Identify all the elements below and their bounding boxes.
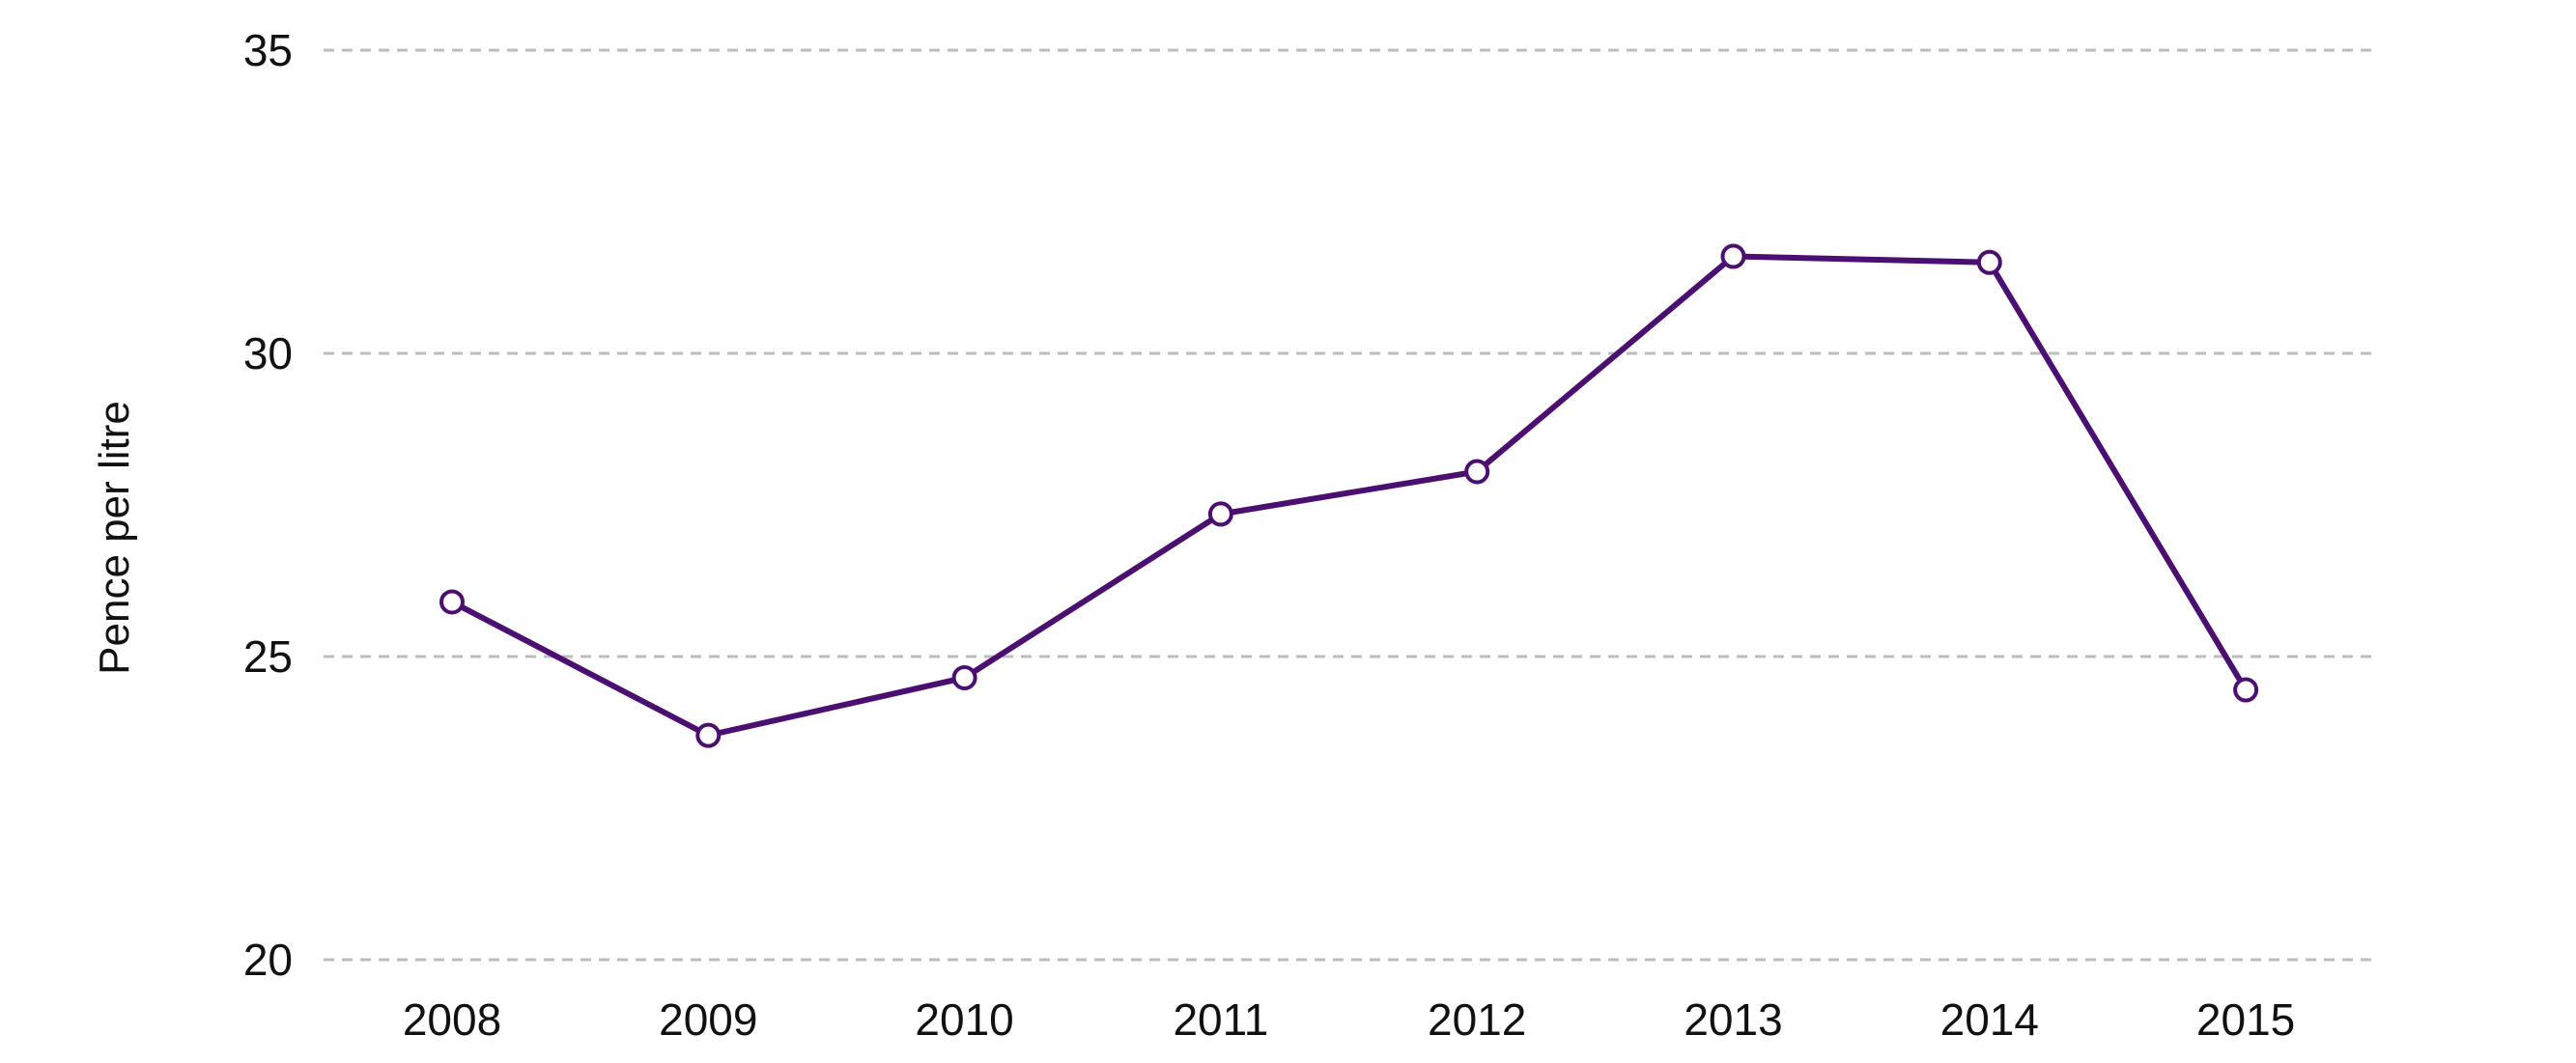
- data-point: [1976, 249, 2002, 275]
- y-axis-ticks: 20 25 30 35: [243, 25, 293, 985]
- x-tick-label: 2012: [1428, 994, 1526, 1045]
- data-point: [951, 664, 977, 690]
- x-axis-ticks: 2008 2009 2010 2011 2012 2013 2014 2015: [403, 994, 2295, 1045]
- x-tick-label: 2014: [1940, 994, 2039, 1045]
- y-tick-label: 25: [243, 631, 293, 682]
- data-point: [695, 722, 722, 748]
- x-tick-label: 2015: [2196, 994, 2295, 1045]
- data-series: [449, 253, 2250, 739]
- data-point: [1207, 501, 1233, 527]
- data-point: [1464, 459, 1490, 485]
- y-tick-label: 35: [243, 25, 293, 75]
- gridlines: [324, 48, 2371, 962]
- series-line: [449, 253, 2250, 739]
- y-tick-label: 20: [243, 935, 293, 985]
- x-tick-label: 2009: [659, 994, 757, 1045]
- x-tick-label: 2008: [403, 994, 501, 1045]
- x-tick-label: 2010: [915, 994, 1013, 1045]
- data-point: [439, 589, 465, 615]
- x-tick-label: 2011: [1173, 994, 1268, 1045]
- y-axis-title: Pence per litre: [91, 401, 138, 675]
- data-point: [2233, 677, 2259, 703]
- data-point: [1720, 243, 1746, 269]
- x-tick-label: 2013: [1684, 994, 1782, 1045]
- y-tick-label: 30: [243, 328, 293, 378]
- data-points: [439, 243, 2259, 748]
